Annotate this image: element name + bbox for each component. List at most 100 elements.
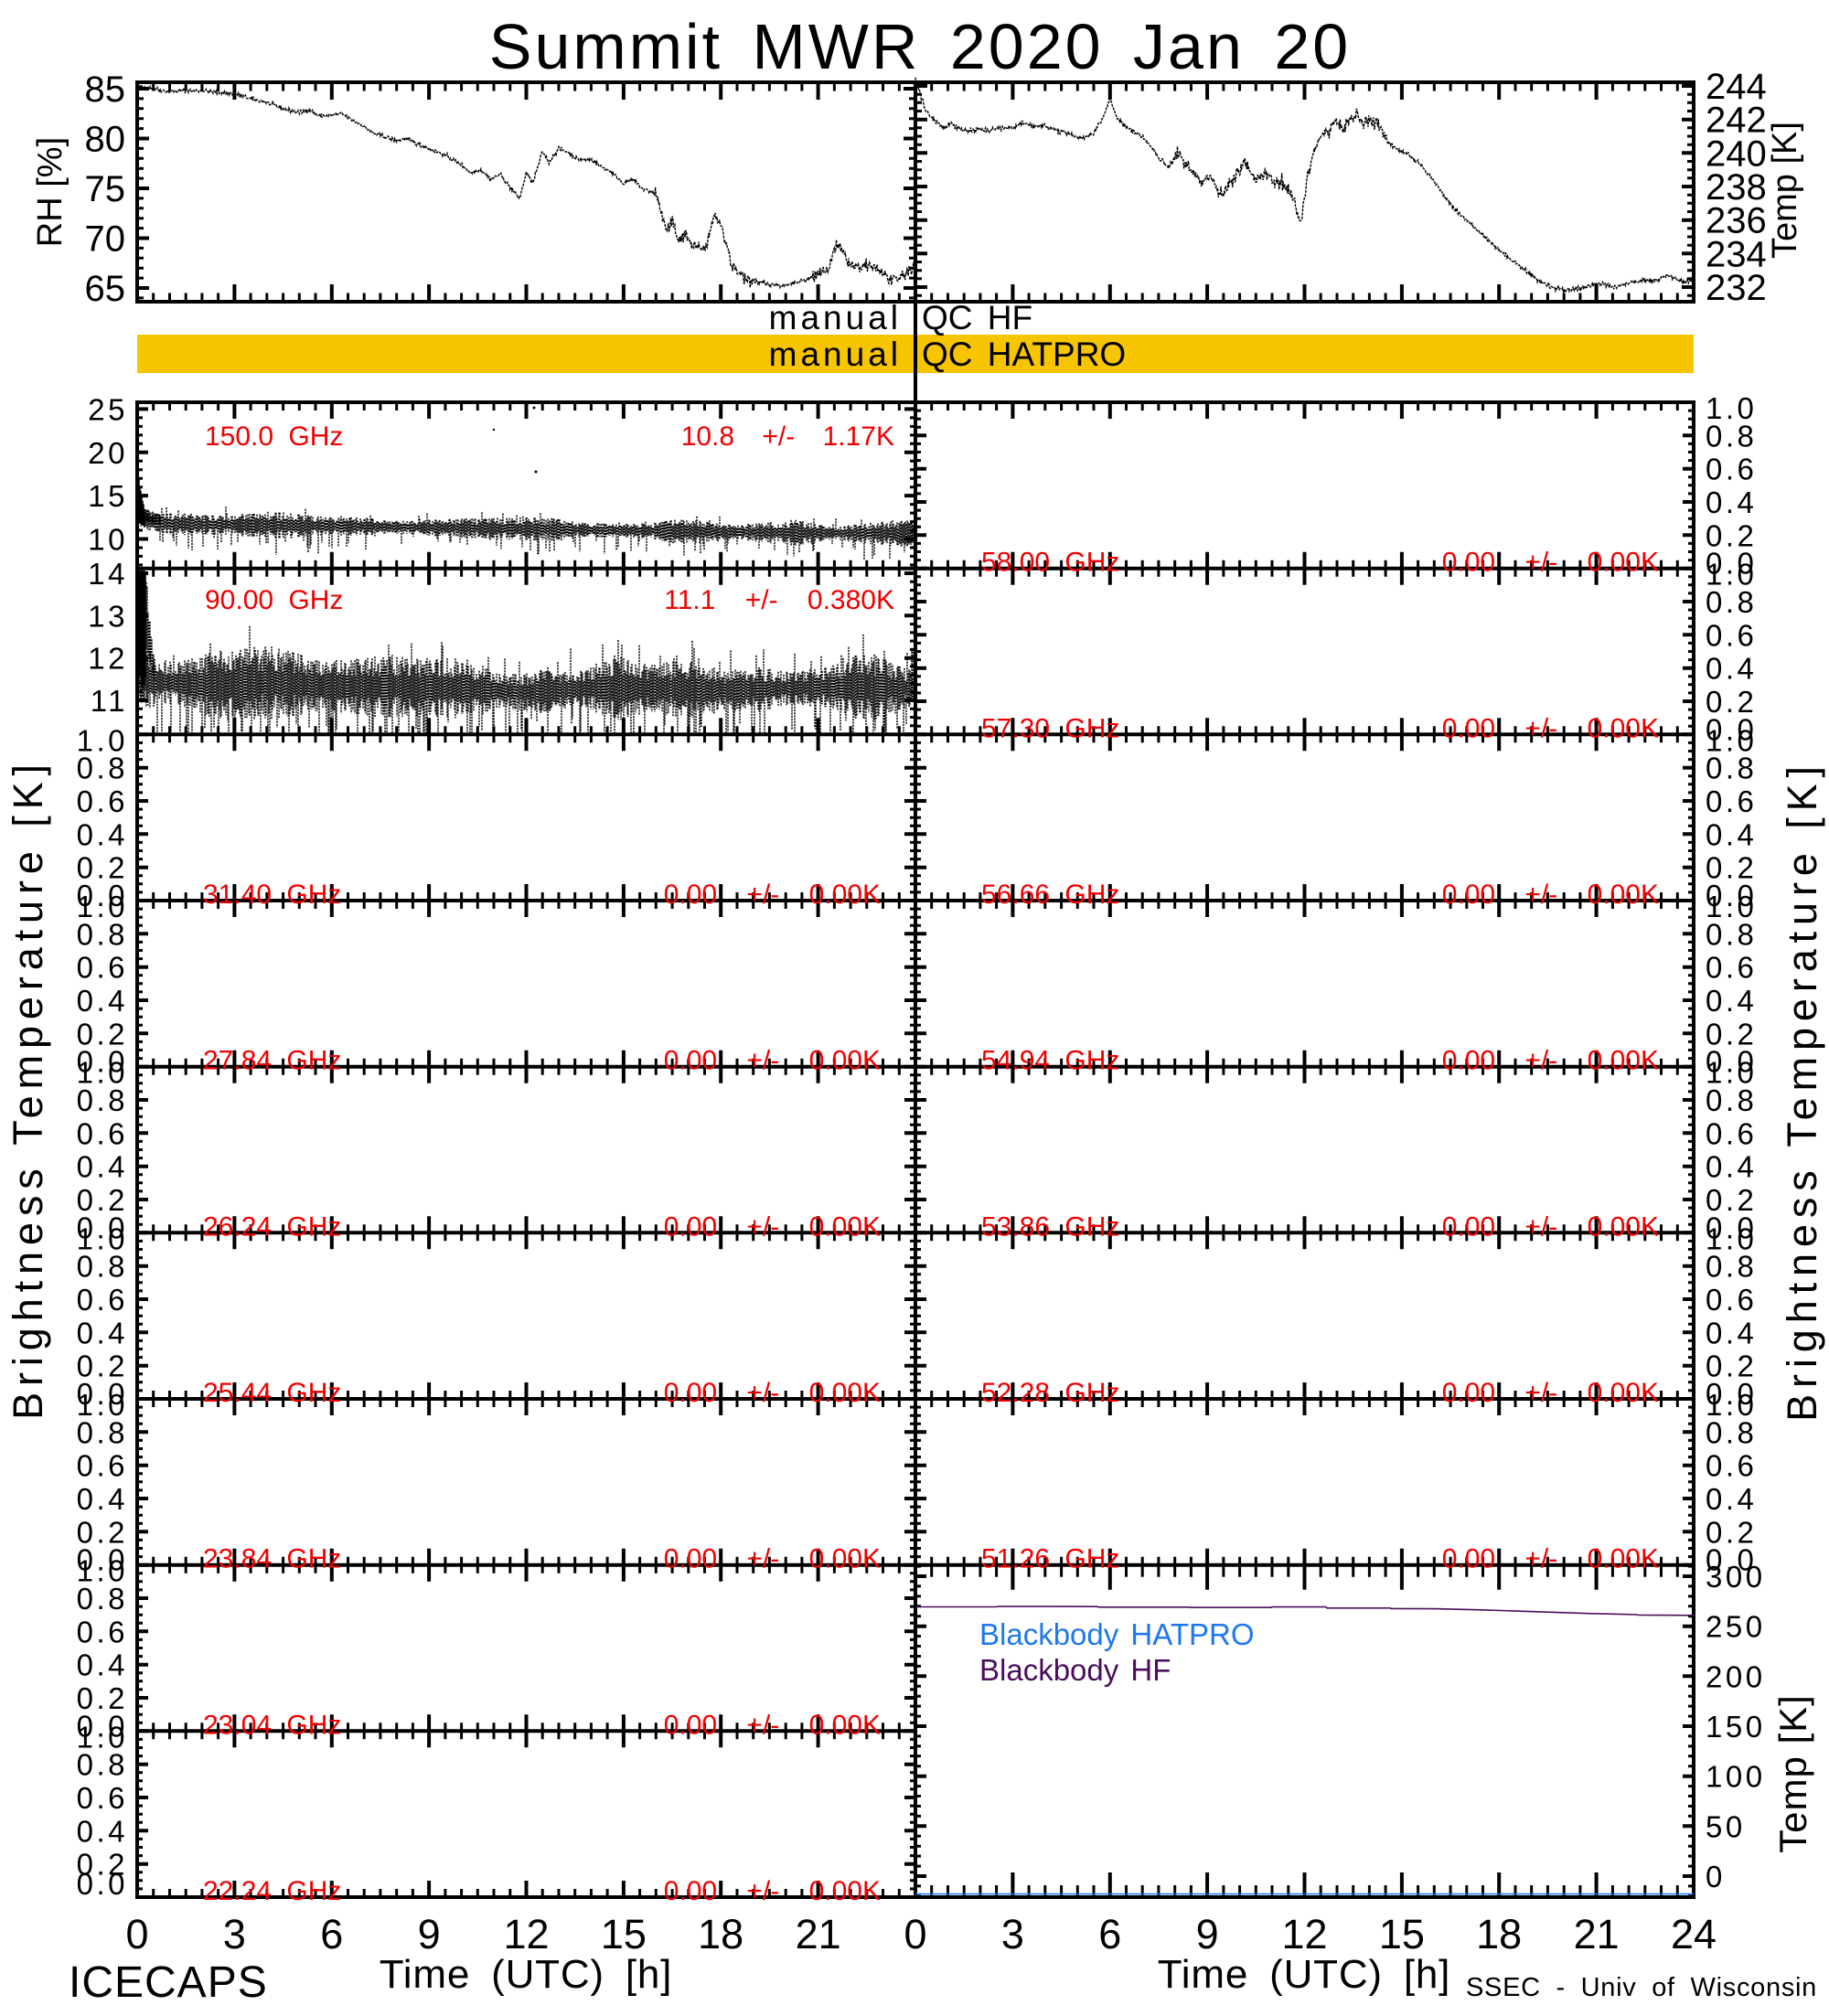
svg-text:manual: manual bbox=[769, 299, 902, 336]
svg-text:244: 244 bbox=[1706, 67, 1767, 107]
svg-text:0.00 +/- 0.00K: 0.00 +/- 0.00K bbox=[664, 1876, 881, 1906]
svg-text:0.8: 0.8 bbox=[77, 1415, 128, 1449]
svg-text:0.4: 0.4 bbox=[1706, 1150, 1757, 1184]
svg-text:0.00 +/- 0.00K: 0.00 +/- 0.00K bbox=[1442, 880, 1659, 910]
svg-text:0.4: 0.4 bbox=[77, 984, 128, 1018]
svg-text:0: 0 bbox=[1706, 1860, 1726, 1893]
svg-text:0.8: 0.8 bbox=[1706, 752, 1757, 785]
svg-text:0.6: 0.6 bbox=[1706, 951, 1757, 985]
svg-text:23.04 GHz: 23.04 GHz bbox=[203, 1710, 341, 1740]
svg-text:0.0: 0.0 bbox=[1706, 1045, 1757, 1079]
svg-text:0.6: 0.6 bbox=[1706, 1283, 1757, 1317]
svg-text:0.00 +/- 0.00K: 0.00 +/- 0.00K bbox=[1442, 713, 1659, 743]
svg-text:0.6: 0.6 bbox=[77, 1781, 128, 1815]
svg-text:10: 10 bbox=[88, 523, 128, 557]
svg-text:18: 18 bbox=[1476, 1911, 1522, 1957]
svg-text:9: 9 bbox=[418, 1911, 441, 1957]
svg-text:0.2: 0.2 bbox=[77, 851, 128, 885]
svg-text:0.6: 0.6 bbox=[77, 951, 128, 985]
svg-text:50: 50 bbox=[1706, 1809, 1746, 1843]
svg-text:Blackbody HATPRO: Blackbody HATPRO bbox=[979, 1617, 1254, 1651]
svg-text:0.00 +/- 0.00K: 0.00 +/- 0.00K bbox=[1442, 548, 1659, 578]
svg-text:3: 3 bbox=[223, 1911, 246, 1957]
svg-text:70: 70 bbox=[85, 219, 126, 260]
svg-text:1.0: 1.0 bbox=[77, 890, 128, 923]
svg-text:0.0: 0.0 bbox=[77, 1709, 128, 1743]
svg-text:51.26 GHz: 51.26 GHz bbox=[981, 1544, 1119, 1574]
svg-text:0.2: 0.2 bbox=[1706, 851, 1757, 885]
svg-text:0.2: 0.2 bbox=[77, 1681, 128, 1715]
svg-text:15: 15 bbox=[601, 1911, 647, 1957]
svg-text:0.00 +/- 0.00K: 0.00 +/- 0.00K bbox=[1442, 1544, 1659, 1574]
svg-text:0.6: 0.6 bbox=[1706, 618, 1757, 652]
svg-text:0.4: 0.4 bbox=[1706, 485, 1757, 519]
svg-text:0.0: 0.0 bbox=[77, 879, 128, 912]
svg-text:0.8: 0.8 bbox=[1706, 585, 1757, 619]
svg-text:0.0: 0.0 bbox=[1706, 1543, 1757, 1577]
svg-text:90.00 GHz: 90.00 GHz bbox=[205, 585, 343, 615]
svg-text:6: 6 bbox=[1098, 1911, 1121, 1957]
svg-text:0.6: 0.6 bbox=[77, 1615, 128, 1648]
svg-text:1.0: 1.0 bbox=[1706, 391, 1757, 425]
svg-text:0.00 +/- 0.00K: 0.00 +/- 0.00K bbox=[664, 1046, 881, 1076]
svg-text:150: 150 bbox=[1706, 1710, 1766, 1744]
svg-text:0.00 +/- 0.00K: 0.00 +/- 0.00K bbox=[1442, 1211, 1659, 1242]
svg-text:0.6: 0.6 bbox=[77, 1116, 128, 1150]
svg-text:0.00 +/- 0.00K: 0.00 +/- 0.00K bbox=[664, 1211, 881, 1242]
svg-text:85: 85 bbox=[85, 69, 126, 110]
svg-text:12: 12 bbox=[503, 1911, 549, 1957]
svg-text:Temp [K]: Temp [K] bbox=[1771, 1694, 1814, 1853]
svg-text:0: 0 bbox=[125, 1911, 148, 1957]
svg-text:54.94 GHz: 54.94 GHz bbox=[981, 1046, 1119, 1076]
svg-text:238: 238 bbox=[1706, 167, 1767, 208]
svg-text:0.2: 0.2 bbox=[1706, 1515, 1757, 1549]
svg-text:1.0: 1.0 bbox=[1706, 1388, 1757, 1422]
svg-text:27.84 GHz: 27.84 GHz bbox=[203, 1046, 341, 1076]
svg-text:20: 20 bbox=[88, 436, 128, 470]
svg-text:1.0: 1.0 bbox=[1706, 890, 1757, 923]
svg-text:RH [%]: RH [%] bbox=[31, 137, 70, 247]
svg-text:14: 14 bbox=[88, 557, 128, 591]
svg-text:0.4: 0.4 bbox=[77, 1814, 128, 1848]
svg-text:0.0: 0.0 bbox=[1706, 879, 1757, 912]
svg-text:0.00 +/- 0.00K: 0.00 +/- 0.00K bbox=[664, 1710, 881, 1740]
svg-text:1.0: 1.0 bbox=[77, 723, 128, 757]
svg-text:0.00 +/- 0.00K: 0.00 +/- 0.00K bbox=[1442, 1046, 1659, 1076]
svg-text:Temp [K]: Temp [K] bbox=[1766, 122, 1804, 259]
svg-text:10.8 +/- 1.17K: 10.8 +/- 1.17K bbox=[681, 421, 894, 452]
svg-text:26.24 GHz: 26.24 GHz bbox=[203, 1211, 341, 1242]
svg-text:242: 242 bbox=[1706, 101, 1767, 141]
svg-text:0.6: 0.6 bbox=[1706, 453, 1757, 486]
svg-text:9: 9 bbox=[1196, 1911, 1219, 1957]
svg-text:0.2: 0.2 bbox=[77, 1515, 128, 1549]
svg-text:0.8: 0.8 bbox=[1706, 917, 1757, 951]
svg-text:23.84 GHz: 23.84 GHz bbox=[203, 1544, 341, 1574]
svg-text:65: 65 bbox=[85, 269, 126, 309]
svg-text:52.28 GHz: 52.28 GHz bbox=[981, 1378, 1119, 1408]
svg-text:0.8: 0.8 bbox=[77, 1250, 128, 1284]
svg-text:31.40 GHz: 31.40 GHz bbox=[203, 880, 341, 910]
svg-text:Brightness Temperature [K]: Brightness Temperature [K] bbox=[5, 758, 51, 1420]
svg-text:0.2: 0.2 bbox=[1706, 1349, 1757, 1383]
svg-text:0.2: 0.2 bbox=[77, 1349, 128, 1383]
svg-text:240: 240 bbox=[1706, 133, 1767, 174]
svg-text:0.6: 0.6 bbox=[1706, 784, 1757, 818]
svg-text:0.6: 0.6 bbox=[77, 1283, 128, 1317]
svg-text:200: 200 bbox=[1706, 1659, 1766, 1693]
svg-text:250: 250 bbox=[1706, 1610, 1766, 1644]
svg-text:150.0 GHz: 150.0 GHz bbox=[205, 421, 343, 452]
svg-text:25: 25 bbox=[88, 392, 128, 426]
svg-text:QC HF: QC HF bbox=[922, 299, 1032, 336]
svg-text:25.44 GHz: 25.44 GHz bbox=[203, 1378, 341, 1408]
svg-text:0.4: 0.4 bbox=[77, 817, 128, 851]
svg-text:0.0: 0.0 bbox=[1706, 547, 1757, 581]
svg-text:21: 21 bbox=[796, 1911, 841, 1957]
svg-text:0.0: 0.0 bbox=[77, 1543, 128, 1577]
svg-text:0.4: 0.4 bbox=[1706, 817, 1757, 851]
svg-text:12: 12 bbox=[1281, 1911, 1327, 1957]
svg-text:0.6: 0.6 bbox=[77, 1449, 128, 1483]
svg-text:0.4: 0.4 bbox=[1706, 1316, 1757, 1349]
svg-text:56.66 GHz: 56.66 GHz bbox=[981, 880, 1119, 910]
svg-text:0.0: 0.0 bbox=[77, 1045, 128, 1079]
svg-text:234: 234 bbox=[1706, 234, 1767, 274]
